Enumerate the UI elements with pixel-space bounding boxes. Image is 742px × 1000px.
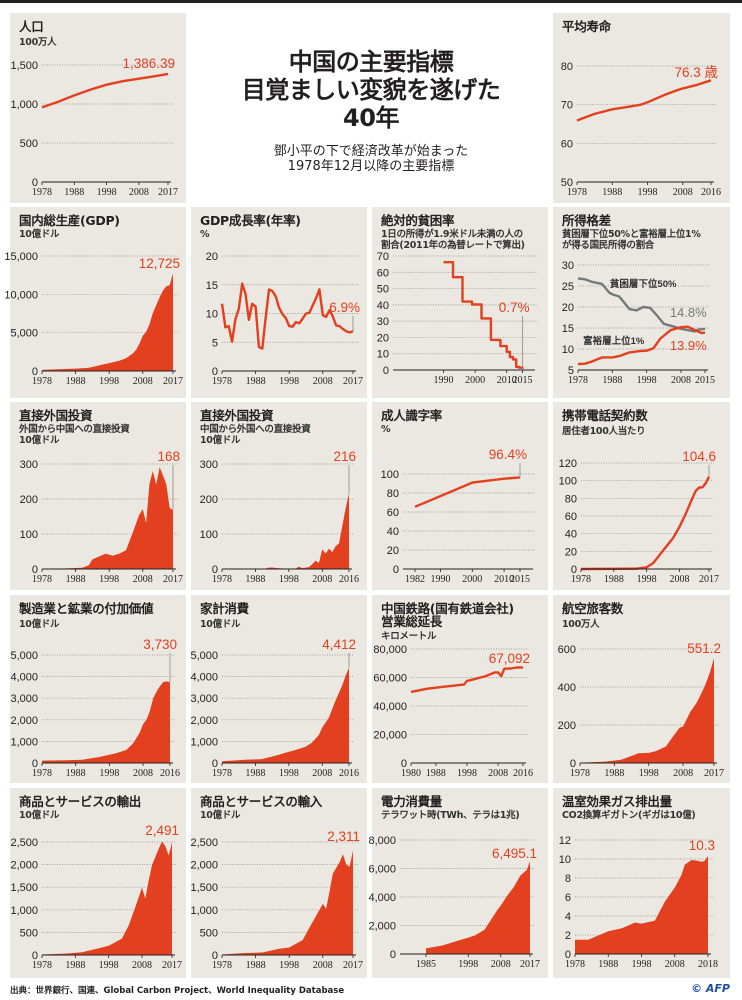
chart-title: 国内総生産(GDP) (19, 213, 120, 228)
chart-panel: 電力消費量 テラワット時(TWh、テラは1兆) (372, 788, 548, 978)
chart-title: 絶対的貧困率 (381, 213, 455, 228)
chart-title: 温室効果ガス排出量 (562, 794, 672, 809)
chart-panel: 直接外国投資 外国から中国への直接投資 10億ドル (10, 402, 186, 590)
chart-title: 成人識字率 (381, 408, 443, 423)
chart-subtitle: 中国から外国への直接投資 10億ドル (200, 424, 311, 446)
afp-credit-logo: © AFP (691, 982, 730, 995)
chart-title: 平均寿命 (562, 19, 611, 34)
chart-title: 直接外国投資 (200, 408, 274, 423)
chart-title: 携帯電話契約数 (562, 408, 648, 423)
chart-subtitle: % (200, 229, 210, 240)
chart-panel: 平均寿命 (553, 13, 730, 203)
chart-panel: 製造業と鉱業の付加価値 10億ドル (10, 595, 186, 783)
chart-title: 製造業と鉱業の付加価値 (19, 601, 154, 616)
chart-title: 直接外国投資 (19, 408, 93, 423)
chart-subtitle: 10億ドル (19, 619, 60, 630)
chart-title: 所得格差 (562, 213, 611, 228)
chart-panel: 携帯電話契約数居住者100人当たり (553, 402, 730, 590)
source-note: 出典：世界銀行、国連、Global Carbon Project、World I… (10, 986, 345, 996)
chart-panel: 人口 100万人 (10, 13, 186, 203)
chart-panel: 商品とサービスの輸入 10億ドル (191, 788, 367, 978)
chart-panel: 温室効果ガス排出量 CO2換算ギガトン(ギガは10億) (553, 788, 730, 978)
top-rule (0, 0, 742, 3)
chart-panel: 絶対的貧困率 1日の所得が1.9米ドル未満の人の 割合(2011年の為替レートで算… (372, 207, 548, 398)
chart-subtitle: 10億ドル (200, 810, 241, 821)
chart-panel: 商品とサービスの輸出 10億ドル (10, 788, 186, 978)
chart-subtitle: CO2換算ギガトン(ギガは10億) (562, 810, 696, 821)
chart-title: 電力消費量 (381, 794, 443, 809)
chart-subtitle: 10億ドル (200, 619, 241, 630)
chart-subtitle: 10億ドル (19, 810, 60, 821)
chart-panel: 国内総生産(GDP) 10億ドル (10, 207, 186, 398)
chart-panel: 航空旅客数 100万人 (553, 595, 730, 783)
chart-subtitle: 外国から中国への直接投資 10億ドル (19, 424, 130, 446)
subtitle-line-1: 鄧小平の下で経済改革が始まった (273, 144, 469, 159)
chart-subtitle: % (381, 424, 391, 435)
chart-title: GDP成長率(年率) (200, 213, 301, 228)
chart-panel: 成人識字率% (372, 402, 548, 590)
chart-subtitle: 居住者100人当たり (562, 426, 646, 437)
subtitle-line-2: 1978年12月以降の主要指標 (287, 159, 455, 174)
chart-panel: GDP成長率(年率)% (191, 207, 367, 398)
chart-title: 中国鉄路(国有鉄道会社) 営業総延長 (381, 601, 514, 629)
chart-panel: 所得格差 貧困層下位50%と富裕層上位1% が得る国民所得の割合 (553, 207, 730, 398)
chart-title: 航空旅客数 (562, 601, 624, 616)
chart-subtitle: テラワット時(TWh、テラは1兆) (381, 810, 520, 821)
chart-title: 人口 (19, 19, 44, 34)
chart-subtitle: 10億ドル (19, 229, 60, 240)
main-title-line-2: 目覚ましい変貌を遂げた (241, 76, 501, 104)
chart-subtitle: キロメートル (381, 631, 437, 642)
chart-subtitle: 貧困層下位50%と富裕層上位1% が得る国民所得の割合 (562, 229, 701, 251)
chart-subtitle: 1日の所得が1.9米ドル未満の人の 割合(2011年の為替レートで算出) (381, 229, 525, 251)
chart-subtitle: 100万人 (562, 619, 600, 630)
main-title-line-3: 40年 (343, 104, 399, 132)
main-title-line-1: 中国の主要指標 (288, 48, 454, 76)
chart-subtitle: 100万人 (19, 37, 57, 48)
chart-panel: 家計消費 10億ドル (191, 595, 367, 783)
chart-title: 商品とサービスの輸出 (19, 794, 142, 809)
chart-title: 家計消費 (200, 601, 249, 616)
chart-title: 商品とサービスの輸入 (200, 794, 323, 809)
header: 中国の主要指標 目覚ましい変貌を遂げた 40年 鄧小平の下で経済改革が始まった … (190, 48, 552, 174)
chart-panel: 中国鉄路(国有鉄道会社) 営業総延長キロメートル (372, 595, 548, 783)
chart-panel: 直接外国投資 中国から外国への直接投資 10億ドル (191, 402, 367, 590)
